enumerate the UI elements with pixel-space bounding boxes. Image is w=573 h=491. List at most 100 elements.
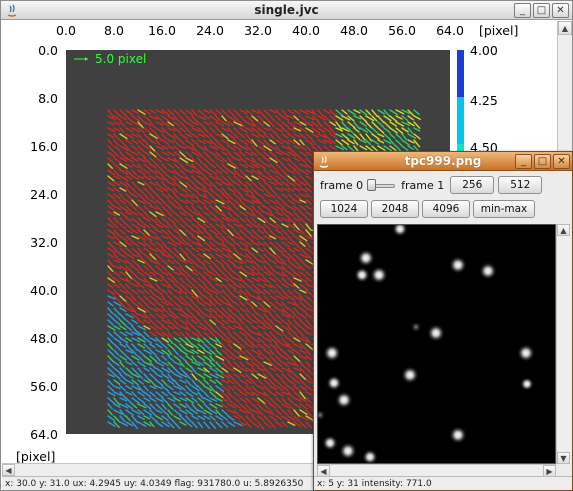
vector-arrow <box>305 181 312 188</box>
vector-arrow <box>113 175 121 180</box>
vector-arrow <box>185 367 193 373</box>
image-minimize-button[interactable]: _ <box>515 154 532 169</box>
vector-arrow <box>167 211 173 218</box>
vector-arrow <box>107 355 115 364</box>
vector-arrow <box>269 121 275 128</box>
min-max-button[interactable]: min-max <box>473 200 535 218</box>
vector-arrow <box>287 187 295 193</box>
range-1024-button[interactable]: 1024 <box>320 200 368 218</box>
vector-arrow <box>203 361 213 368</box>
maximize-button[interactable]: □ <box>533 3 550 18</box>
vector-arrow <box>119 325 127 331</box>
vector-arrow <box>143 385 149 392</box>
vector-arrow <box>257 391 267 396</box>
vector-arrow <box>179 145 187 150</box>
vector-arrow <box>293 247 301 253</box>
particle-spot <box>449 426 467 444</box>
vector-arrow <box>365 139 371 146</box>
vector-arrow <box>131 175 139 180</box>
vector-arrow <box>203 307 213 313</box>
range-256-button[interactable]: 256 <box>450 176 495 194</box>
vector-arrow <box>251 373 259 380</box>
range-4096-button[interactable]: 4096 <box>422 200 470 218</box>
vector-arrow <box>107 343 114 350</box>
image-window-title-bar[interactable]: tpc999.png _ □ ✕ <box>314 152 572 171</box>
minimize-button[interactable]: _ <box>514 3 531 18</box>
vector-arrow <box>371 121 379 129</box>
vector-arrow <box>245 319 253 325</box>
vector-arrow <box>269 175 278 182</box>
vector-arrow <box>389 121 397 127</box>
vector-arrow <box>119 367 127 376</box>
scroll-left-arrow[interactable]: ◀ <box>2 464 15 476</box>
vector-arrow <box>245 403 252 411</box>
vector-arrow <box>155 319 164 326</box>
vector-arrow <box>257 295 264 303</box>
vector-arrow <box>233 385 242 393</box>
vector-arrow <box>377 127 385 134</box>
vector-arrow <box>293 127 301 132</box>
vector-arrow <box>167 349 173 356</box>
image-scroll-down-arrow[interactable]: ▼ <box>557 452 570 464</box>
x-tick-label: 24.0 <box>196 23 224 38</box>
vector-arrow <box>281 163 289 171</box>
vector-arrow <box>203 181 213 188</box>
image-maximize-button[interactable]: □ <box>534 154 551 169</box>
vector-arrow <box>311 139 317 146</box>
vector-arrow <box>173 223 180 231</box>
vector-arrow <box>119 313 126 321</box>
particle-image[interactable] <box>318 225 556 464</box>
vector-arrow <box>185 253 192 261</box>
vector-arrow <box>227 157 234 166</box>
frame-slider[interactable] <box>367 178 396 192</box>
range-512-button[interactable]: 512 <box>498 176 543 194</box>
vector-arrow <box>269 409 275 416</box>
vector-arrow <box>119 403 129 409</box>
image-horizontal-scrollbar[interactable]: ◀ ▶ <box>317 464 556 477</box>
scroll-up-arrow[interactable]: ▲ <box>558 21 572 35</box>
vector-arrow <box>359 109 368 116</box>
vector-arrow <box>125 133 135 139</box>
vector-arrow <box>161 235 169 240</box>
vector-arrow <box>263 259 270 266</box>
vector-arrow <box>125 169 134 177</box>
vector-arrow <box>305 319 313 327</box>
vector-arrow <box>197 367 207 373</box>
range-2048-button[interactable]: 2048 <box>371 200 419 218</box>
vector-arrow <box>233 133 240 140</box>
vector-arrow <box>251 259 260 267</box>
image-vertical-scrollbar[interactable]: ▲ ▼ <box>556 224 570 464</box>
vector-arrow <box>287 325 295 334</box>
vector-arrow <box>233 211 240 218</box>
vector-arrow <box>269 385 277 391</box>
frame-slider-thumb[interactable] <box>367 179 377 191</box>
vector-arrow <box>215 415 224 421</box>
vector-arrow <box>215 409 223 417</box>
vector-arrow <box>263 355 271 362</box>
vector-arrow <box>281 259 287 266</box>
vector-arrow <box>107 193 116 200</box>
vector-arrow <box>131 415 139 424</box>
vector-arrow <box>167 157 177 163</box>
vector-arrow <box>185 187 192 193</box>
vector-arrow <box>143 265 150 271</box>
main-title-bar[interactable]: single.jvc _ □ ✕ <box>1 1 572 20</box>
vector-arrow <box>179 385 186 391</box>
particle-image-view[interactable] <box>317 224 556 464</box>
vector-arrow <box>281 337 289 346</box>
vector-arrow <box>275 223 282 229</box>
frame-end-label: frame 1 <box>401 178 445 192</box>
vector-arrow <box>215 403 223 408</box>
vector-arrow <box>185 169 194 174</box>
close-button[interactable]: ✕ <box>552 3 569 18</box>
vector-arrow <box>137 253 145 261</box>
vector-arrow <box>209 169 218 176</box>
vector-arrow <box>131 355 140 361</box>
vector-arrow <box>191 211 199 216</box>
particle-spot <box>410 321 422 333</box>
image-close-button[interactable]: ✕ <box>553 154 570 169</box>
image-scroll-up-arrow[interactable]: ▲ <box>557 224 570 236</box>
vector-arrow <box>191 397 198 403</box>
vector-arrow <box>155 175 165 181</box>
vector-arrow <box>245 277 254 283</box>
